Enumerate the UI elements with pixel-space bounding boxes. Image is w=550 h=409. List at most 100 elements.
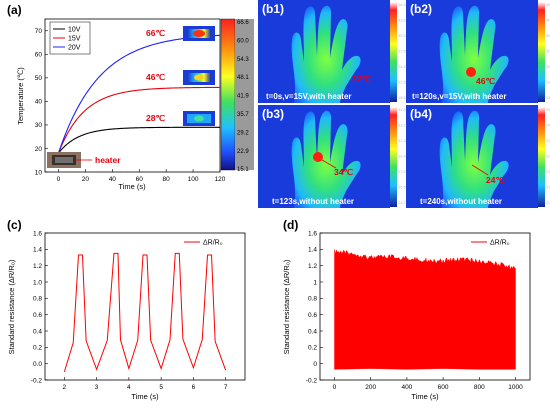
legend-c-label: ΔR/R₀ — [203, 240, 223, 247]
thermal-scale-tick: 25.0 — [546, 64, 550, 69]
y-tick-label: 1.6 — [308, 230, 317, 237]
x-tick-label: 0 — [333, 384, 337, 391]
y-tick-label: 1.6 — [33, 230, 42, 237]
x-tick-label: 1000 — [508, 384, 523, 391]
y-tick-label: 40 — [35, 99, 43, 106]
x-tick-label: 200 — [365, 384, 376, 391]
annotation-temp: 46℃ — [146, 72, 165, 82]
thermal-scale-tick: 33.1 — [398, 123, 407, 128]
caption-b4: t=240s,without heater — [420, 197, 502, 206]
y-tick-label: 20 — [35, 146, 43, 153]
thermal-scale-tick: 31.3 — [398, 138, 407, 143]
y-tick-label: 0 — [313, 361, 317, 368]
spot-b3: 34℃ — [334, 167, 353, 177]
y-tick-label: 1 — [313, 279, 317, 286]
thermal-scale-tick: 25.6 — [398, 185, 407, 190]
y-tick-label: 0.8 — [33, 296, 42, 303]
thermal-scale-tick: 23.7 — [398, 200, 407, 205]
thermal-images-b: 36.4 33.6 30.5 27.5 24.6 21.6 18.6 (b1) 32℃ t=… — [258, 0, 550, 208]
thermal-scale-tick: 24.6 — [398, 64, 407, 69]
colorbar-tick: 48.1 — [237, 75, 249, 81]
y-tick-label: 0.4 — [308, 328, 317, 335]
annotation-temp: 66℃ — [146, 28, 165, 38]
colorbar-tick: 41.9 — [237, 94, 249, 100]
chart-a: (a) 0 20 40 60 80 100 120 10 20 30 40 50 60 70 10V 15… — [7, 3, 254, 191]
thermal-scale-tick: 30.1 — [546, 49, 550, 54]
x-tick-label: 20 — [82, 176, 90, 183]
series-line-15v — [57, 86, 221, 154]
legend-d-label: ΔR/R₀ — [490, 240, 510, 247]
chart-d: (d) 0 200 400 600 800 1000 -0.2 0 0.2 0.4 0.6 0.8 1 1… — [282, 218, 531, 401]
thermal-b1: 36.4 33.6 30.5 27.5 24.6 21.6 18.6 (b1) 32℃ t=… — [258, 0, 407, 103]
y-tick-label: -0.2 — [306, 377, 318, 384]
axis-ticks-d: 0 200 400 600 800 1000 -0.2 0 0.2 0.4 0.6 0.8 1 1.2 1.… — [306, 230, 523, 391]
ylabel-a: Temperature (℃) — [16, 67, 25, 125]
x-tick-label: 60 — [136, 176, 144, 183]
heater-photo — [47, 152, 81, 168]
thermal-scale-tick: 18.6 — [398, 95, 407, 100]
thermal-scale-tick: 22.9 — [546, 154, 550, 159]
y-tick-label: 60 — [35, 52, 43, 59]
x-tick-label: 600 — [438, 384, 449, 391]
x-tick-label: 7 — [224, 384, 228, 391]
y-tick-label: 30 — [35, 122, 43, 129]
panel-label-b1: (b1) — [262, 2, 284, 16]
colorbar-tick: 66.6 — [237, 20, 249, 26]
thermal-scale-tick: 29.4 — [398, 154, 407, 159]
x-tick-label: 6 — [192, 384, 196, 391]
series-area-d — [334, 249, 516, 370]
annotation-temp: 28℃ — [146, 113, 165, 123]
y-tick-label: 0.2 — [308, 345, 317, 352]
panel-label-a: (a) — [7, 3, 22, 17]
spot-b2: 46℃ — [476, 76, 495, 86]
axis-ticks-c: 2 3 4 5 6 7 -0.2 0.0 0.2 0.4 0.6 0.8 1.0 1.2 1.4 1.6 — [31, 230, 228, 391]
chart-c: (c) 2 3 4 5 6 7 -0.2 0.0 0.2 0.4 0.6 0.8 1.0 1.2 1.4 1.… — [7, 218, 246, 401]
x-tick-label: 40 — [109, 176, 117, 183]
thermal-b4: 25.6 24.7 23.8 22.9 22.0 21.1 20.2 (b4) 24℃ t=… — [406, 105, 550, 208]
y-tick-label: -0.2 — [31, 377, 43, 384]
ylabel-c: Standard resistance (ΔR/R₀) — [7, 259, 16, 354]
thermal-scale-tick: 21.6 — [398, 80, 407, 85]
y-tick-label: 50 — [35, 75, 43, 82]
y-tick-label: 0.6 — [33, 312, 42, 319]
series-line-c — [63, 252, 227, 372]
thermal-scale-tick: 33.6 — [398, 18, 407, 23]
caption-b3: t=123s,without heater — [272, 197, 354, 206]
y-tick-label: 10 — [35, 169, 43, 176]
colorbar-tick: 29.2 — [237, 130, 249, 136]
thermal-scale-tick: 22.0 — [546, 169, 550, 174]
inset-thermal-66 — [183, 26, 215, 41]
ylabel-d: Standard resistance (ΔR/R₀) — [282, 259, 291, 354]
caption-b1: t=0s,v=15V,with heater — [266, 92, 352, 101]
y-tick-label: 1.0 — [33, 279, 42, 286]
series-area-d-fill — [334, 249, 516, 370]
y-tick-label: 1.4 — [33, 247, 42, 254]
caption-b2: t=120s,v=15V,with heater — [412, 92, 506, 101]
thermal-scale-tick: 19.9 — [546, 80, 550, 85]
thermal-scale-tick: 27.5 — [398, 169, 407, 174]
x-tick-label: 4 — [127, 384, 131, 391]
y-tick-label: 0.8 — [308, 296, 317, 303]
thermal-scale-tick: 35.3 — [546, 33, 550, 38]
legend-d: ΔR/R₀ — [471, 240, 510, 247]
y-tick-label: 0.0 — [33, 361, 42, 368]
colorbar-tick: 35.7 — [237, 112, 249, 118]
thermal-scale-tick: 23.8 — [546, 138, 550, 143]
y-tick-label: 70 — [35, 28, 43, 35]
thermal-scale-tick: 27.5 — [398, 49, 407, 54]
x-tick-label: 2 — [63, 384, 67, 391]
spot-b1: 32℃ — [352, 74, 371, 84]
thermal-scale-tick: 46.4 — [546, 2, 550, 7]
thermal-b3: 34.8 33.1 31.3 29.4 27.5 25.6 23.7 (b3) 34℃ t=… — [258, 105, 407, 208]
y-tick-label: 1.2 — [308, 263, 317, 270]
y-tick-label: 0.2 — [33, 345, 42, 352]
thermal-b2: 46.4 40.6 35.3 30.1 25.0 19.9 14.6 (b2) 46℃ t=… — [406, 0, 550, 103]
x-tick-label: 120 — [215, 176, 226, 183]
legend-a: 10V 15V 20V — [49, 21, 91, 55]
xlabel-c: Time (s) — [131, 392, 159, 401]
x-tick-label: 100 — [188, 176, 199, 183]
thermal-scale-tick: 25.6 — [546, 107, 550, 112]
y-tick-label: 1.4 — [308, 247, 317, 254]
thermal-scale-tick: 40.6 — [546, 18, 550, 23]
legend-10v: 10V — [68, 27, 81, 34]
